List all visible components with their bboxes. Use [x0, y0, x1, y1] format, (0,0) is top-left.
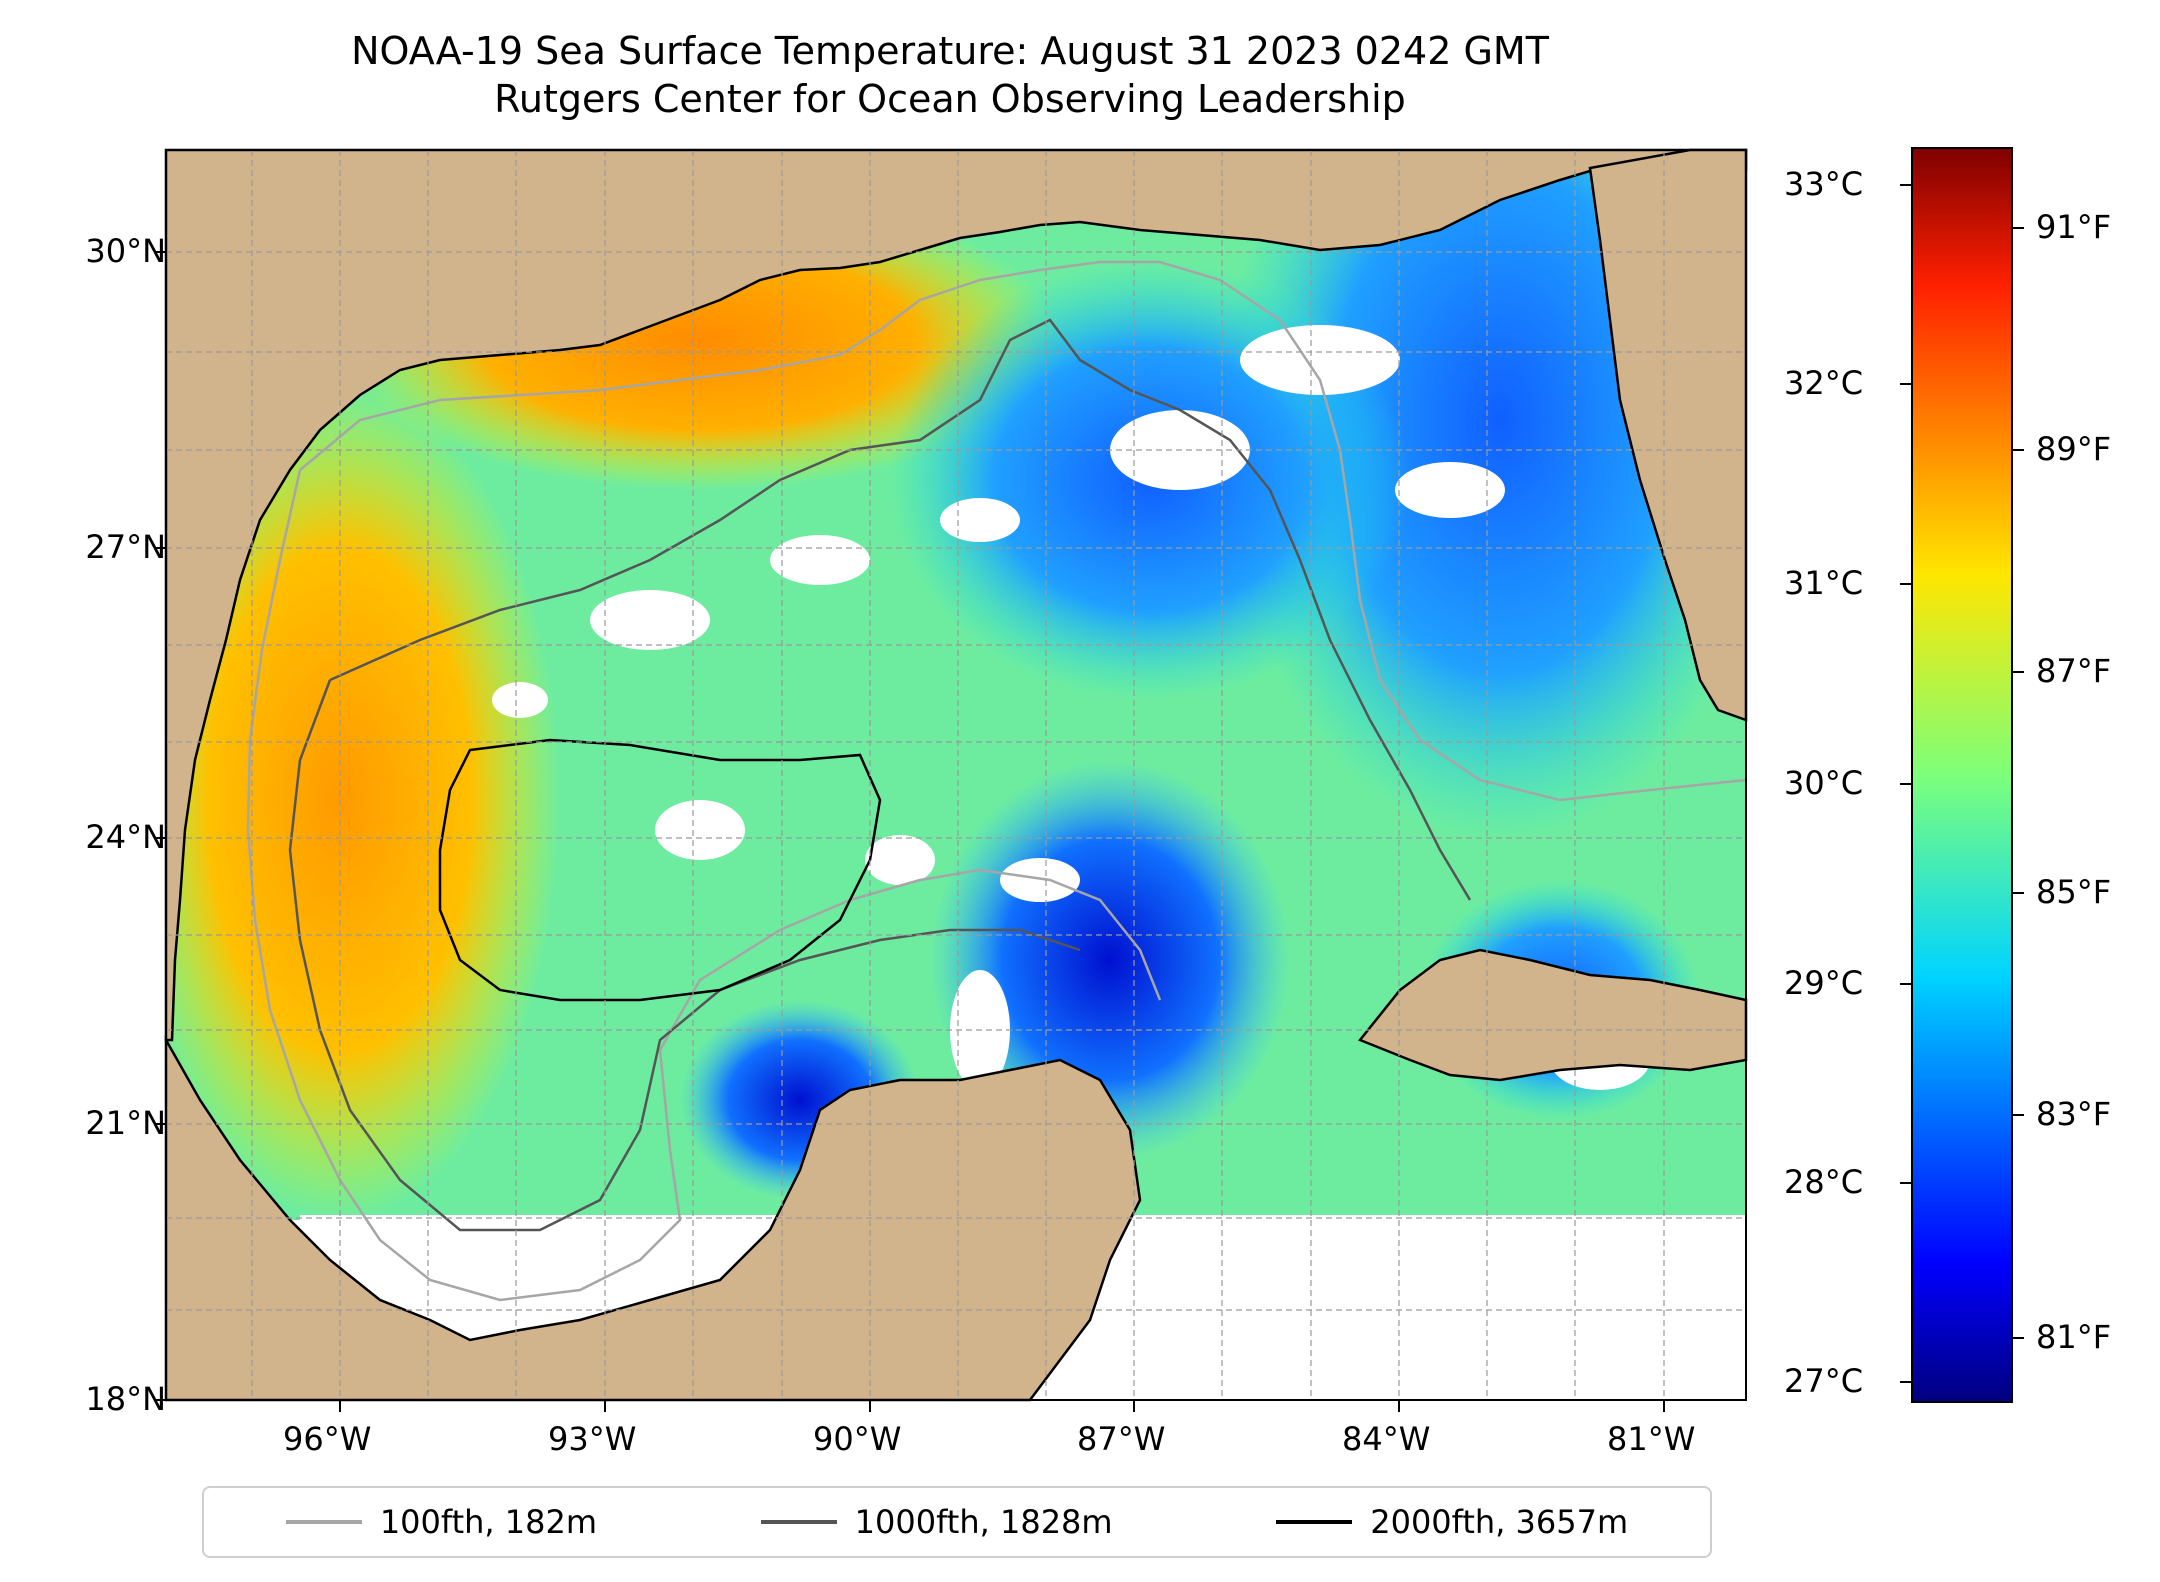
- legend-item-1000fth: 1000fth, 1828m: [760, 1503, 1113, 1541]
- legend-swatch-100fth: [285, 1520, 362, 1524]
- legend-item-2000fth: 2000fth, 3657m: [1276, 1503, 1628, 1541]
- tick-marks: [154, 251, 1665, 1412]
- legend-item-100fth: 100fth, 182m: [285, 1503, 598, 1541]
- lon-label-96w: 96°W: [283, 1420, 372, 1458]
- map-subtitle: Rutgers Center for Ocean Observing Leade…: [494, 77, 1406, 121]
- bathymetry-contours: [246, 260, 1747, 1302]
- legend-swatch-2000fth: [1276, 1520, 1353, 1524]
- map-title: NOAA-19 Sea Surface Temperature: August …: [351, 29, 1549, 73]
- legend-label-1000fth: 1000fth, 1828m: [854, 1503, 1113, 1541]
- lat-label-24n: 24°N: [85, 818, 166, 856]
- legend-label-100fth: 100fth, 182m: [379, 1503, 598, 1541]
- lon-label-90w: 90°W: [813, 1420, 902, 1458]
- lon-label-93w: 93°W: [548, 1420, 637, 1458]
- colorbar-c-31: 31°C: [1784, 564, 1864, 602]
- legend-swatch-1000fth: [760, 1520, 837, 1524]
- colorbar-f-89: 89°F: [2036, 430, 2112, 468]
- colorbar-c-33: 33°C: [1784, 165, 1864, 203]
- colorbar-f-91: 91°F: [2036, 208, 2112, 246]
- colorbar-c-27: 27°C: [1784, 1362, 1864, 1400]
- map-frame: [165, 149, 1747, 1401]
- colorbar-f-83: 83°F: [2036, 1095, 2112, 1133]
- lon-label-87w: 87°W: [1077, 1420, 1166, 1458]
- colorbar-ticks: [1900, 184, 2024, 1383]
- colorbar: [1911, 147, 2013, 1403]
- lat-label-18n: 18°N: [85, 1380, 166, 1418]
- colorbar-f-81: 81°F: [2036, 1318, 2112, 1356]
- colorbar-c-28: 28°C: [1784, 1163, 1864, 1201]
- lat-label-27n: 27°N: [85, 528, 166, 566]
- graticule: [166, 150, 1746, 1400]
- lat-label-21n: 21°N: [85, 1104, 166, 1142]
- colorbar-c-29: 29°C: [1784, 964, 1864, 1002]
- colorbar-c-30: 30°C: [1784, 764, 1864, 802]
- colorbar-f-85: 85°F: [2036, 873, 2112, 911]
- colorbar-c-32: 32°C: [1784, 364, 1864, 402]
- colorbar-f-87: 87°F: [2036, 652, 2112, 690]
- lon-label-81w: 81°W: [1607, 1420, 1696, 1458]
- contour-legend: 100fth, 182m 1000fth, 1828m 2000fth, 365…: [202, 1486, 1712, 1558]
- lat-label-30n: 30°N: [85, 232, 166, 270]
- lon-label-84w: 84°W: [1342, 1420, 1431, 1458]
- legend-label-2000fth: 2000fth, 3657m: [1370, 1503, 1629, 1541]
